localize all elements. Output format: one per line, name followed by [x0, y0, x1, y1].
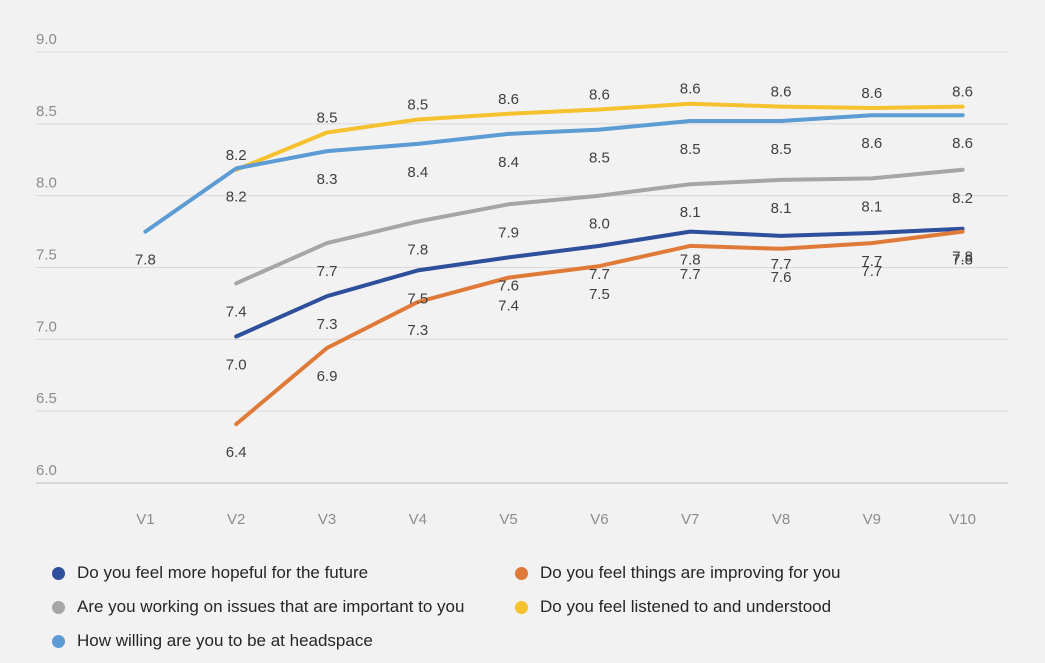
data-label: 7.9: [498, 224, 519, 241]
data-label: 8.6: [861, 135, 882, 152]
legend-item-willing: How willing are you to be at headspace: [52, 631, 373, 651]
data-label: 7.8: [952, 252, 973, 269]
data-label: 7.6: [498, 277, 519, 294]
data-label: 7.8: [680, 252, 701, 269]
legend-label-willing: How willing are you to be at headspace: [77, 631, 373, 650]
data-label: 7.7: [680, 266, 701, 283]
data-label: 7.7: [317, 263, 338, 280]
y-tick-label: 7.0: [36, 318, 57, 335]
data-label: 7.7: [771, 256, 792, 273]
series-line-4: [234, 101, 965, 172]
data-label: 8.4: [407, 164, 428, 181]
data-label: 7.5: [589, 286, 610, 303]
data-label: 8.6: [952, 135, 973, 152]
data-label: 8.5: [771, 141, 792, 158]
data-label: 7.0: [226, 356, 247, 373]
data-label: 8.5: [680, 141, 701, 158]
y-tick-label: 6.5: [36, 390, 57, 407]
data-label: 8.2: [226, 188, 247, 205]
data-label: 8.6: [861, 85, 882, 102]
x-tick-label: V4: [409, 511, 427, 528]
data-label: 8.5: [589, 150, 610, 167]
data-label: 7.3: [317, 316, 338, 333]
x-tick-label: V9: [863, 511, 881, 528]
legend-label-hopeful: Do you feel more hopeful for the future: [77, 563, 369, 582]
legend-label-listened: Do you feel listened to and understood: [540, 597, 832, 616]
x-tick-label: V7: [681, 511, 699, 528]
data-label: 7.7: [589, 266, 610, 283]
data-label: 7.8: [407, 242, 428, 259]
data-label: 7.4: [498, 298, 519, 315]
legend-item-improving: Do you feel things are improving for you: [515, 563, 841, 583]
data-label: 8.2: [952, 190, 973, 207]
data-label: 7.3: [407, 322, 428, 339]
legend-swatch-hopeful: [52, 566, 65, 580]
data-label: 8.4: [498, 154, 519, 171]
series-line-2: [234, 229, 965, 427]
legend-label-issues: Are you working on issues that are impor…: [77, 597, 465, 616]
data-label: 8.1: [861, 198, 882, 215]
data-label: 8.1: [680, 204, 701, 221]
legend-item-hopeful: Do you feel more hopeful for the future: [52, 563, 368, 583]
legend-swatch-willing: [52, 634, 65, 648]
series-line-1: [234, 226, 965, 339]
y-tick-label: 9.0: [36, 31, 57, 48]
legend-item-issues: Are you working on issues that are impor…: [52, 597, 464, 617]
series-line-3: [234, 167, 965, 286]
y-tick-label: 8.0: [36, 175, 57, 192]
y-tick-label: 8.5: [36, 103, 57, 120]
y-tick-label: 7.5: [36, 247, 57, 264]
data-label: 8.5: [407, 97, 428, 114]
data-label: 8.5: [317, 109, 338, 126]
x-tick-label: V1: [136, 511, 154, 528]
data-label: 7.5: [407, 290, 428, 307]
legend-label-improving: Do you feel things are improving for you: [540, 563, 841, 582]
data-label: 8.6: [952, 84, 973, 101]
x-tick-label: V5: [499, 511, 517, 528]
data-label: 8.1: [771, 200, 792, 217]
data-label: 7.4: [226, 303, 247, 320]
data-label: 8.0: [589, 216, 610, 233]
legend-swatch-improving: [515, 566, 528, 580]
data-label: 8.2: [226, 147, 247, 164]
legend-swatch-listened: [515, 600, 528, 614]
x-tick-label: V3: [318, 511, 336, 528]
data-label: 6.4: [226, 444, 247, 461]
x-tick-label: V2: [227, 511, 245, 528]
data-label: 6.9: [317, 368, 338, 385]
data-label: 7.7: [861, 263, 882, 280]
data-label: 7.6: [771, 269, 792, 286]
data-label: 8.6: [498, 91, 519, 108]
legend-swatch-issues: [52, 600, 65, 614]
legend-item-listened: Do you feel listened to and understood: [515, 597, 831, 617]
line-chart: 6.0 6.5 7.0 7.5 8.0 8.5 9.0 V1 V2 V3 V4 V5 V6 V7 V8 V9 V…: [36, 31, 1008, 528]
data-label: 8.6: [771, 84, 792, 101]
x-tick-label: V8: [772, 511, 790, 528]
y-tick-label: 6.0: [36, 462, 57, 479]
data-label: 7.8: [952, 249, 973, 266]
data-label: 8.6: [680, 81, 701, 98]
series-line-5: [143, 113, 965, 234]
x-tick-label: V10: [949, 511, 976, 528]
x-tick-label: V6: [590, 511, 608, 528]
data-label: 8.6: [589, 86, 610, 103]
data-label: 8.3: [317, 171, 338, 188]
data-label: 7.8: [135, 252, 156, 269]
data-label: 7.7: [861, 253, 882, 270]
